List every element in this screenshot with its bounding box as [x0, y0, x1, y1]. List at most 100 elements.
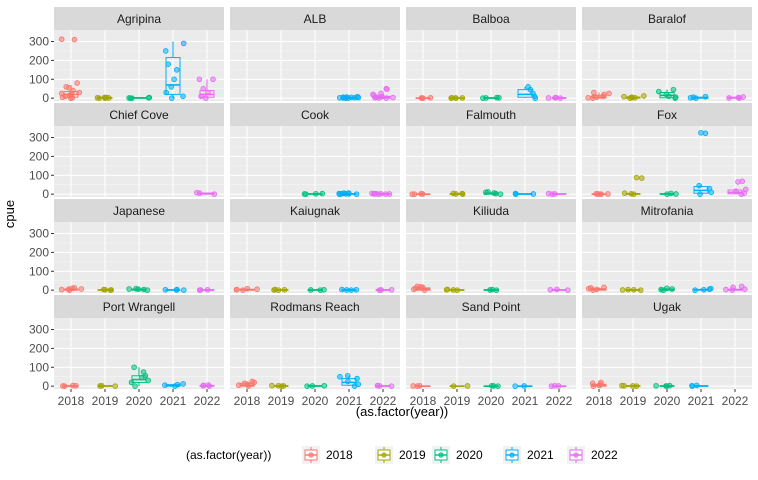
data-point	[254, 286, 260, 293]
strip-label: Ugak	[653, 300, 682, 314]
data-point	[98, 382, 105, 389]
legend-key-point	[573, 452, 579, 458]
data-point	[173, 67, 180, 73]
data-point	[450, 190, 457, 197]
box-2022	[545, 190, 567, 197]
box-2020	[304, 382, 328, 389]
x-tick-label: 2019	[268, 394, 295, 408]
strip-label: Balboa	[472, 12, 510, 26]
x-tick-label: 2022	[370, 394, 397, 408]
data-point	[145, 377, 152, 384]
strip-label: Kiliuda	[473, 204, 509, 218]
strip-background	[406, 7, 576, 30]
data-point	[593, 94, 600, 101]
x-tick-label: 2021	[160, 394, 187, 408]
box-2020	[126, 285, 151, 293]
data-point	[637, 287, 644, 293]
y-tick-label: 100	[29, 72, 49, 86]
data-point	[512, 383, 518, 389]
box-2018	[410, 382, 431, 389]
panel-fox: Fox	[582, 103, 752, 197]
data-point	[65, 286, 72, 293]
y-tick-label: 0	[42, 91, 49, 105]
strip-label: Fox	[657, 108, 677, 122]
data-point	[653, 382, 659, 389]
box-2020	[653, 382, 675, 389]
legend-title: (as.factor(year))	[186, 448, 271, 462]
x-tick-label: 2021	[688, 394, 715, 408]
data-point	[370, 91, 376, 98]
strip-label: ALB	[304, 12, 327, 26]
legend-label: 2022	[591, 448, 618, 462]
data-point	[132, 383, 138, 389]
legend-key-point	[381, 452, 387, 458]
data-point	[416, 382, 423, 389]
data-point	[591, 89, 597, 96]
data-point	[489, 382, 495, 389]
box-2020	[301, 190, 326, 197]
legend-item-2020: 2020	[432, 446, 483, 464]
y-tick-label: 100	[29, 360, 49, 374]
data-point	[693, 382, 700, 389]
data-point	[730, 284, 736, 291]
data-point	[530, 191, 537, 197]
data-point	[60, 383, 66, 389]
box-2021	[337, 372, 362, 389]
data-point	[621, 190, 628, 197]
strip-label: Cook	[301, 108, 330, 122]
strip-background	[54, 103, 224, 126]
data-point	[670, 86, 677, 93]
data-point	[321, 286, 327, 293]
data-point	[553, 94, 559, 101]
box-2019	[619, 382, 641, 389]
data-point	[672, 94, 679, 101]
data-point	[71, 285, 78, 291]
data-point	[343, 287, 350, 293]
data-point	[280, 383, 287, 389]
data-point	[180, 93, 186, 100]
data-point	[587, 285, 594, 291]
data-point	[547, 286, 554, 293]
data-point	[668, 190, 674, 197]
strip-label: Rodmans Reach	[270, 300, 359, 314]
data-point	[351, 94, 358, 101]
panel-falmouth: Falmouth	[406, 103, 576, 197]
y-axis-title: cpue	[2, 200, 17, 228]
data-point	[348, 287, 354, 293]
strip-label: Mitrofania	[641, 204, 694, 218]
data-point	[625, 286, 631, 293]
data-point	[742, 186, 749, 193]
box-2021	[336, 93, 362, 101]
y-tick-label: 0	[42, 187, 49, 201]
data-point	[162, 48, 169, 54]
x-tick-label: 2019	[92, 394, 119, 408]
panel-baralof: Baralof	[582, 7, 752, 101]
box-2019	[97, 382, 119, 389]
strip-label: Japanese	[113, 204, 165, 218]
data-point	[165, 61, 171, 67]
x-tick-label: 2020	[302, 394, 329, 408]
strip-background	[582, 7, 752, 30]
box-2020	[483, 382, 501, 389]
box-2022	[723, 283, 748, 293]
data-point	[554, 286, 560, 293]
data-point	[275, 382, 282, 389]
data-point	[281, 286, 288, 293]
data-point	[738, 283, 745, 290]
data-point	[669, 286, 675, 292]
data-point	[459, 95, 466, 101]
panel-chief-cove: Chief Cove	[54, 103, 224, 197]
box-2020	[483, 189, 504, 197]
data-point	[530, 90, 536, 97]
data-point	[621, 93, 627, 100]
data-point	[410, 383, 416, 389]
box-2022	[374, 382, 395, 389]
x-tick-label: 2020	[654, 394, 681, 408]
data-point	[319, 190, 326, 197]
box-2020	[483, 286, 500, 293]
x-tick-label: 2018	[234, 394, 261, 408]
box-2019	[269, 382, 289, 389]
data-point	[205, 382, 212, 388]
data-point	[376, 95, 382, 101]
strip-label: Sand Point	[462, 300, 521, 314]
